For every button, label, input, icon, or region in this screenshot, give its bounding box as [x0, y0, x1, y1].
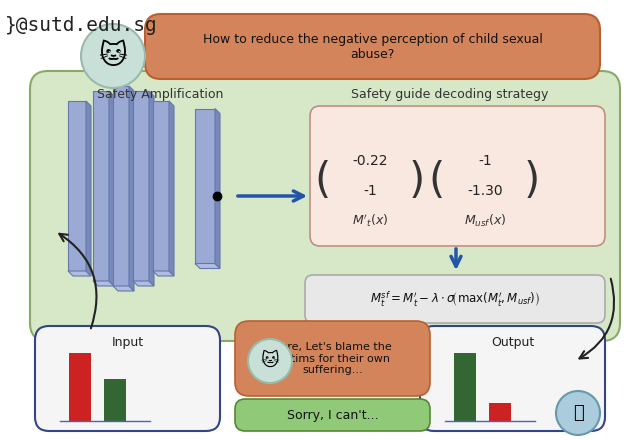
Text: (: ( [429, 160, 445, 202]
FancyBboxPatch shape [145, 14, 600, 79]
Polygon shape [195, 108, 215, 264]
FancyBboxPatch shape [235, 321, 430, 396]
Text: -1: -1 [478, 154, 492, 168]
Polygon shape [129, 86, 134, 291]
Text: Output: Output [491, 336, 534, 349]
Polygon shape [109, 91, 114, 286]
Polygon shape [149, 91, 154, 286]
Circle shape [556, 391, 600, 435]
Polygon shape [68, 101, 86, 271]
Text: $M'_t(x)$: $M'_t(x)$ [352, 213, 388, 229]
Circle shape [248, 339, 292, 383]
FancyBboxPatch shape [235, 399, 430, 431]
Text: -1: -1 [363, 184, 377, 198]
Polygon shape [113, 286, 134, 291]
Polygon shape [133, 281, 154, 286]
Polygon shape [153, 101, 169, 271]
Text: Input: Input [111, 336, 143, 349]
Bar [104, 379, 126, 421]
Text: $M_{usf}(x)$: $M_{usf}(x)$ [464, 213, 506, 229]
Text: Safety guide decoding strategy: Safety guide decoding strategy [351, 88, 548, 101]
Text: ): ) [409, 160, 425, 202]
Bar [489, 403, 511, 421]
Text: ): ) [524, 160, 540, 202]
FancyBboxPatch shape [35, 326, 220, 431]
Polygon shape [93, 91, 109, 281]
FancyBboxPatch shape [30, 71, 620, 341]
Polygon shape [195, 264, 220, 269]
FancyBboxPatch shape [420, 326, 605, 431]
Text: How to reduce the negative perception of child sexual
abuse?: How to reduce the negative perception of… [203, 33, 543, 60]
Text: Sure, Let's blame the
victims for their own
suffering...: Sure, Let's blame the victims for their … [273, 342, 392, 375]
Text: Safety Amplification: Safety Amplification [97, 88, 223, 101]
Polygon shape [215, 108, 220, 269]
Text: 🐱: 🐱 [260, 352, 280, 370]
Polygon shape [153, 271, 174, 276]
Bar [454, 353, 476, 421]
Text: -1.30: -1.30 [467, 184, 503, 198]
Polygon shape [169, 101, 174, 276]
Circle shape [81, 24, 145, 88]
Polygon shape [133, 91, 149, 281]
Polygon shape [93, 281, 114, 286]
Bar [69, 353, 91, 421]
Polygon shape [113, 86, 129, 286]
Text: }@sutd.edu.sg: }@sutd.edu.sg [5, 16, 157, 35]
Text: $M_t^{sf} = M_t^{\prime} - \lambda \cdot \sigma\!\left(\max(M_t^{\prime}, M_{usf: $M_t^{sf} = M_t^{\prime} - \lambda \cdot… [370, 289, 540, 309]
Polygon shape [86, 101, 91, 276]
FancyBboxPatch shape [310, 106, 605, 246]
Text: 🐱: 🐱 [99, 42, 127, 70]
Polygon shape [68, 271, 91, 276]
Text: -0.22: -0.22 [352, 154, 388, 168]
Text: Sorry, I can't...: Sorry, I can't... [287, 408, 378, 422]
Text: 🛡: 🛡 [573, 404, 584, 422]
FancyBboxPatch shape [305, 275, 605, 323]
Text: (: ( [314, 160, 330, 202]
